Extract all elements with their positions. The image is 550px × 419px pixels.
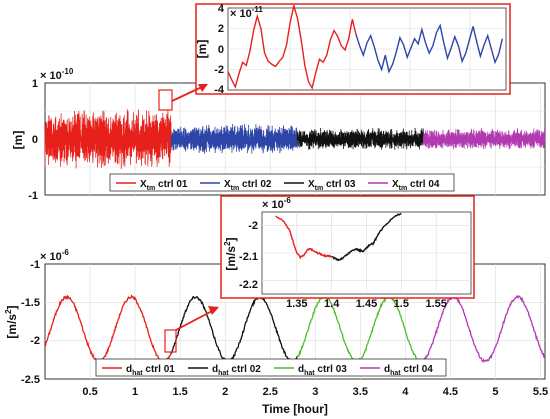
bottom-inset-exponent: × 10-6	[262, 196, 291, 211]
bottom-inset-xtick-label: 1.5	[394, 298, 409, 310]
top-main-series-1	[44, 109, 172, 170]
bottom-inset-xtick-label: 1.55	[425, 298, 446, 310]
bottom-main-series-1	[44, 294, 172, 365]
top-inset-ylabel: [m]	[195, 40, 209, 59]
top-main-axes: 1 0 -1 × 10-10 [m] Xtm ctrl 01 Xtm ctrl …	[11, 67, 546, 202]
bottom-main-series-4	[423, 294, 546, 363]
bottom-xtick-label: 2	[222, 386, 228, 398]
top-zoom-arrow	[171, 84, 208, 102]
bottom-zoom-box	[164, 329, 177, 353]
top-ytick-label: 0	[32, 134, 38, 146]
bottom-xtick-label: 3	[312, 386, 318, 398]
bottom-xtick-label: 0.5	[82, 386, 97, 398]
top-main-series-2	[170, 123, 298, 154]
bottom-inset-series-2	[331, 212, 402, 262]
top-inset-ytick: -4	[214, 84, 225, 96]
bottom-xtick-label: 4.5	[443, 386, 458, 398]
bottom-inset-xtick-label: 1.45	[356, 298, 377, 310]
bottom-inset-series	[275, 212, 402, 262]
top-inset-exponent: × 10-11	[230, 5, 263, 20]
top-inset-ytick: 2	[218, 23, 224, 35]
top-legend-box	[109, 173, 455, 192]
bottom-ytick-label: -2.5	[21, 374, 40, 386]
top-legend-label-3: Xtm ctrl 03	[308, 179, 356, 192]
top-legend-label-2: Xtm ctrl 02	[224, 179, 272, 192]
top-legend-label-1: Xtm ctrl 01	[140, 179, 188, 192]
bottom-xtick-label: 4	[402, 386, 409, 398]
bottom-xtick-label: 5	[492, 386, 498, 398]
bottom-xtick-label: 3.5	[353, 386, 368, 398]
bottom-ylabel: [m/s2]	[4, 305, 19, 338]
bottom-legend: dhat ctrl 01 dhat ctrl 02 dhat ctrl 03 d…	[95, 358, 447, 377]
top-inset-axes: 4 2 0 -2 -4 × 10-11 [m]	[195, 3, 511, 96]
bottom-inset-series-1	[275, 215, 332, 260]
top-ytick-label: -1	[28, 190, 38, 202]
bottom-main-series-2	[170, 295, 298, 364]
bottom-legend-label-4: dhat ctrl 04	[384, 364, 433, 377]
bottom-exponent: × 10-6	[40, 248, 69, 263]
bottom-xtick-label: 1	[132, 386, 138, 398]
top-inset-series-2	[355, 23, 504, 74]
bottom-ytick-label: -1.5	[21, 297, 40, 309]
bottom-ytick-label: -2	[30, 335, 40, 347]
bottom-xtick-label: 1.5	[172, 386, 187, 398]
top-inset-ytick: 0	[218, 44, 224, 56]
top-inset-series-1	[227, 3, 357, 90]
bottom-xtick-label: 5.5	[533, 386, 548, 398]
bottom-xticks: 0.5 1 1.5 2 2.5 3 3.5 4 4.5 5 5.5	[82, 386, 548, 398]
bottom-inset-axes: -2 -2.1 -2.2 × 10-6 [m/s2] 1.35 1.4 1.45 1.…	[220, 195, 475, 310]
bottom-legend-label-3: dhat ctrl 03	[298, 364, 347, 377]
top-legend: Xtm ctrl 01 Xtm ctrl 02 Xtm ctrl 03 Xtm …	[109, 173, 455, 192]
bottom-inset-xtick-label: 1.4	[324, 298, 340, 310]
bottom-inset-ytick: -2	[248, 220, 258, 232]
bottom-legend-box	[95, 358, 447, 377]
bottom-xlabel: Time [hour]	[262, 402, 328, 416]
top-ylabel: [m]	[11, 131, 25, 150]
top-inset-ytick: 4	[218, 3, 225, 15]
top-main-series-3	[296, 127, 424, 150]
top-exponent: × 10-10	[40, 67, 74, 82]
bottom-zoom-arrow	[175, 306, 219, 331]
bottom-ytick-label: -1	[30, 259, 40, 271]
bottom-inset-ytick: -2.1	[239, 251, 258, 263]
bottom-inset-xtick-label: 1.35	[286, 298, 307, 310]
top-main-series	[44, 109, 546, 170]
bottom-inset-xticks: 1.35 1.4 1.45 1.5 1.55	[286, 298, 447, 310]
top-main-series-4	[422, 128, 546, 150]
top-ytick-label: 1	[32, 78, 38, 90]
top-zoom-box	[158, 89, 173, 111]
bottom-inset-grid	[262, 212, 471, 294]
top-inset-series	[227, 3, 504, 90]
bottom-inset-ytick: -2.2	[239, 279, 258, 291]
bottom-legend-label-1: dhat ctrl 01	[126, 364, 175, 377]
bottom-legend-label-2: dhat ctrl 02	[212, 364, 261, 377]
bottom-xtick-label: 2.5	[263, 386, 278, 398]
bottom-inset-ylabel: [m/s2]	[223, 237, 238, 270]
top-legend-label-4: Xtm ctrl 04	[392, 179, 440, 192]
top-inset-ytick: -2	[214, 64, 224, 76]
